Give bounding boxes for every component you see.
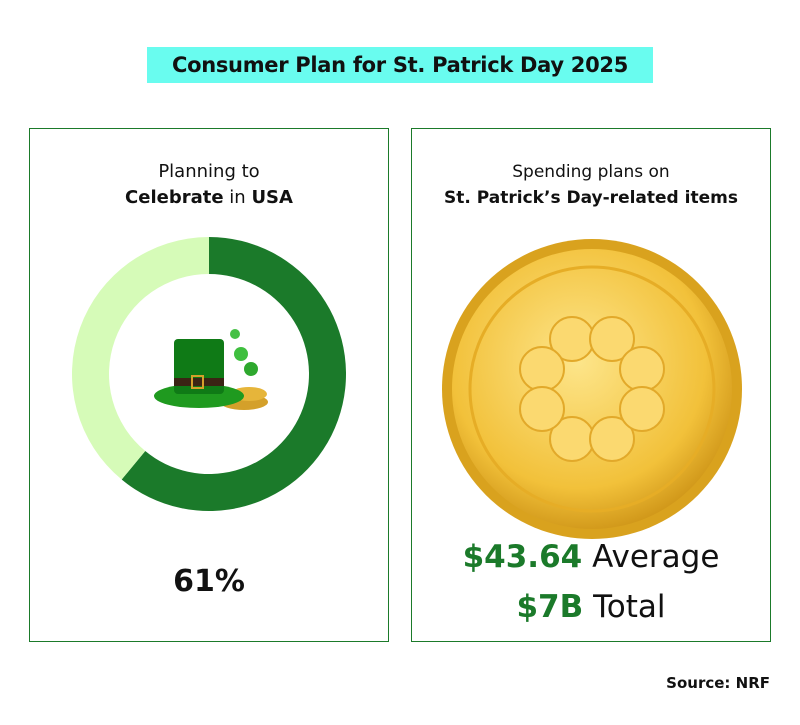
leprechaun-hat-icon: [154, 329, 268, 410]
donut-chart: [72, 237, 347, 511]
total-spend: $7B Total: [516, 589, 666, 625]
spending-caption: Spending plans on St. Patrick’s Day-rela…: [444, 162, 738, 208]
donut-slice-0: [121, 237, 347, 511]
spending-card: Spending plans on St. Patrick’s Day-rela…: [411, 128, 771, 642]
average-spend: $43.64 Average: [462, 539, 720, 575]
page-title: Consumer Plan for St. Patrick Day 2025: [147, 47, 653, 83]
donut-slice-1: [72, 237, 209, 480]
celebrate-caption: Planning to Celebrate in USA: [125, 161, 293, 208]
source-label: Source: NRF: [666, 674, 770, 692]
percent-label: 61%: [173, 564, 245, 599]
gold-coin-clover-icon: [442, 239, 742, 539]
celebrate-card: Planning to Celebrate in USA 61%: [29, 128, 389, 642]
